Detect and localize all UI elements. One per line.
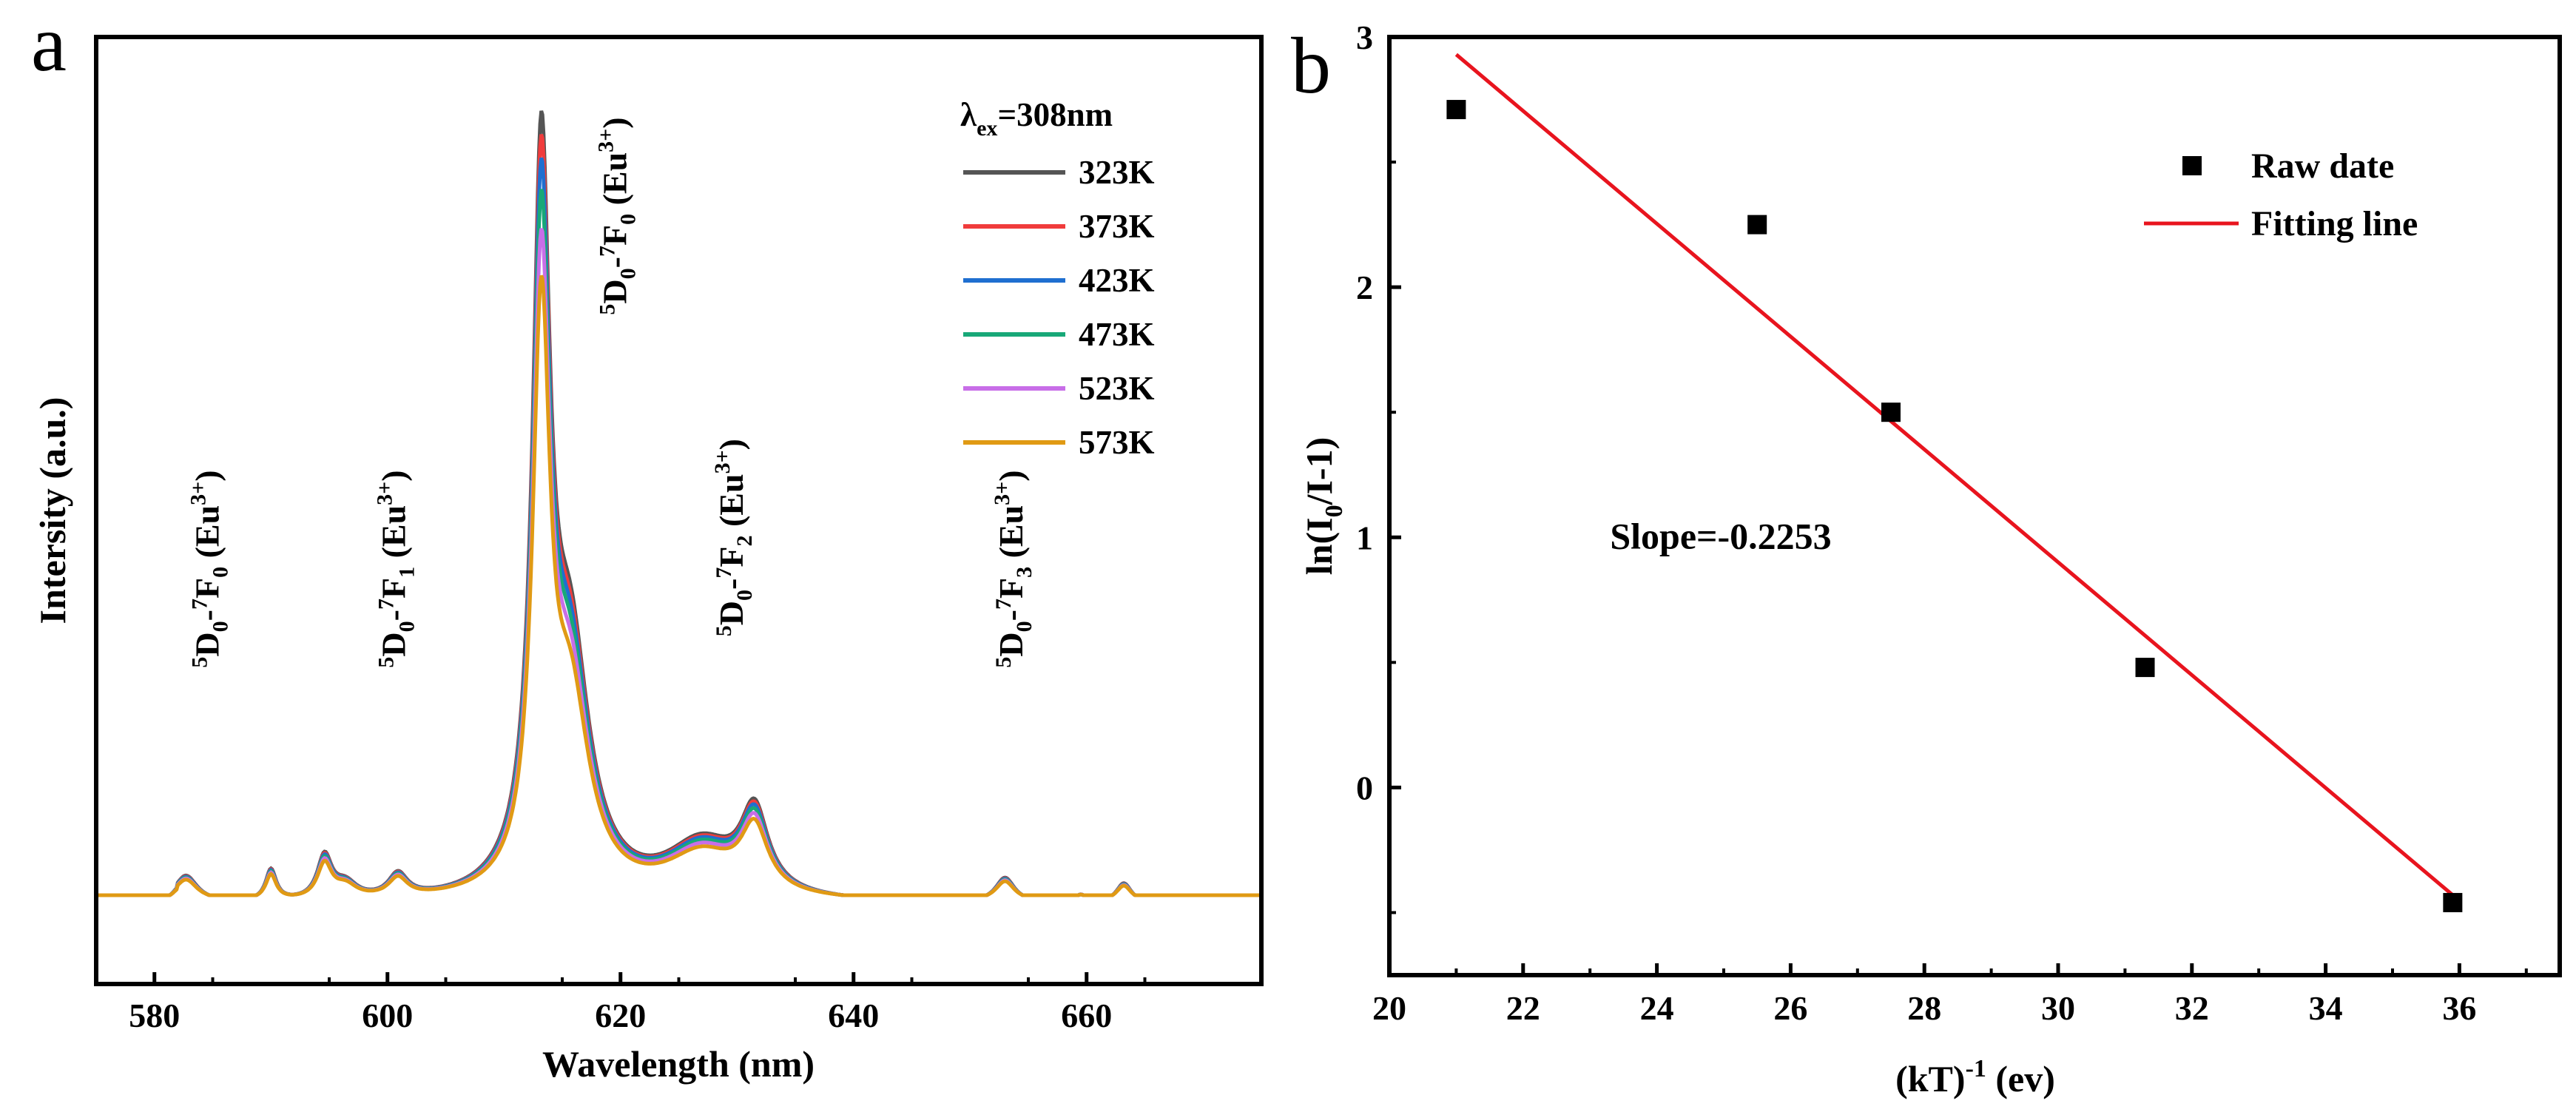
b-series <box>1446 53 2463 912</box>
a-legend-label-523K: 523K <box>1079 370 1155 407</box>
fitting-line <box>1454 53 2454 897</box>
spectrum-line-373K <box>96 133 1261 897</box>
b-plot-frame <box>1387 35 2562 977</box>
b-x-tick-label: 32 <box>2175 989 2209 1027</box>
b-x-tick-label: 34 <box>2309 989 2343 1027</box>
b-y-axis-label: ln(I0/I-1) <box>1298 437 1348 575</box>
a-x-axis-ticks: 580 600 620 640 660 <box>129 972 1147 1034</box>
b-y-tick-label: 3 <box>1356 18 1373 56</box>
a-x-tick-label: 600 <box>362 997 413 1034</box>
a-legend-label-373K: 373K <box>1079 208 1155 245</box>
a-legend: λex=308nm 323K 373K 423K 473K 523K 573K <box>960 96 1155 461</box>
b-legend-label-fit: Fitting line <box>2251 204 2418 243</box>
a-x-tick-label: 640 <box>828 997 879 1034</box>
b-x-tick-label: 24 <box>1640 989 1674 1027</box>
b-y-tick-label: 0 <box>1356 769 1373 806</box>
b-axis-ticks: 20 22 24 26 28 30 32 34 36 0 1 2 3 <box>1356 18 2528 1027</box>
b-y-tick-label: 2 <box>1356 269 1373 306</box>
b-legend-swatch-raw <box>2182 156 2202 175</box>
panel-a-label: a <box>31 0 67 88</box>
a-peak-annotation: 5D0-7F3 (Eu3+) <box>990 470 1036 667</box>
panel-b-label: b <box>1291 22 1331 110</box>
b-y-tick-label: 1 <box>1356 519 1373 556</box>
b-legend: Raw date Fitting line <box>2144 146 2418 243</box>
panel-b-fit: b 20 22 24 26 28 30 32 34 36 0 1 2 3 Slope=-0.2253 R… <box>1291 18 2562 1099</box>
a-peak-annotation: 5D0-7F1 (Eu3+) <box>372 470 419 667</box>
b-x-axis-label: (kT)-1 (ev) <box>1895 1055 2055 1099</box>
raw-data-point <box>1881 402 1901 422</box>
a-y-axis-label: Intersity (a.u.) <box>32 397 73 624</box>
a-legend-label-573K: 573K <box>1079 424 1155 461</box>
b-x-tick-label: 30 <box>2041 989 2075 1027</box>
raw-data-point <box>1747 215 1767 235</box>
a-peak-annotation: 5D0-7F0 (Eu3+) <box>594 117 641 314</box>
b-legend-label-raw: Raw date <box>2251 146 2394 186</box>
raw-data-point <box>2443 892 2463 912</box>
a-legend-label-323K: 323K <box>1079 154 1155 191</box>
a-legend-title: λex=308nm <box>960 96 1113 141</box>
a-x-tick-label: 580 <box>129 997 180 1034</box>
b-x-tick-label: 36 <box>2442 989 2476 1027</box>
a-legend-label-473K: 473K <box>1079 316 1155 353</box>
spectrum-line-573K <box>96 274 1261 897</box>
a-peak-annotation: 5D0-7F2 (Eu3+) <box>710 439 757 636</box>
a-legend-label-423K: 423K <box>1079 262 1155 299</box>
b-x-tick-label: 22 <box>1506 989 1540 1027</box>
raw-data-point <box>2135 658 2155 678</box>
a-x-tick-label: 620 <box>595 997 646 1034</box>
b-x-tick-label: 20 <box>1372 989 1406 1027</box>
a-peak-annotation: 5D0-7F0 (Eu3+) <box>186 470 232 667</box>
a-plot-frame <box>94 35 1264 986</box>
a-peak-annotations: 5D0-7F0 (Eu3+) 5D0-7F1 (Eu3+) 5D0-7F0 (Eu3… <box>186 117 1036 667</box>
b-x-tick-label: 28 <box>1907 989 1941 1027</box>
panel-a-spectrum: a 580 600 620 640 660 5D0-7F0 (Eu3+) 5D0-7F1 … <box>31 0 1264 1085</box>
a-x-tick-label: 660 <box>1061 997 1112 1034</box>
b-x-tick-label: 26 <box>1773 989 1807 1027</box>
raw-data-point <box>1446 100 1466 120</box>
spectrum-curves <box>96 110 1261 897</box>
a-x-axis-label: Wavelength (nm) <box>542 1043 815 1085</box>
slope-annotation: Slope=-0.2253 <box>1610 515 1831 556</box>
